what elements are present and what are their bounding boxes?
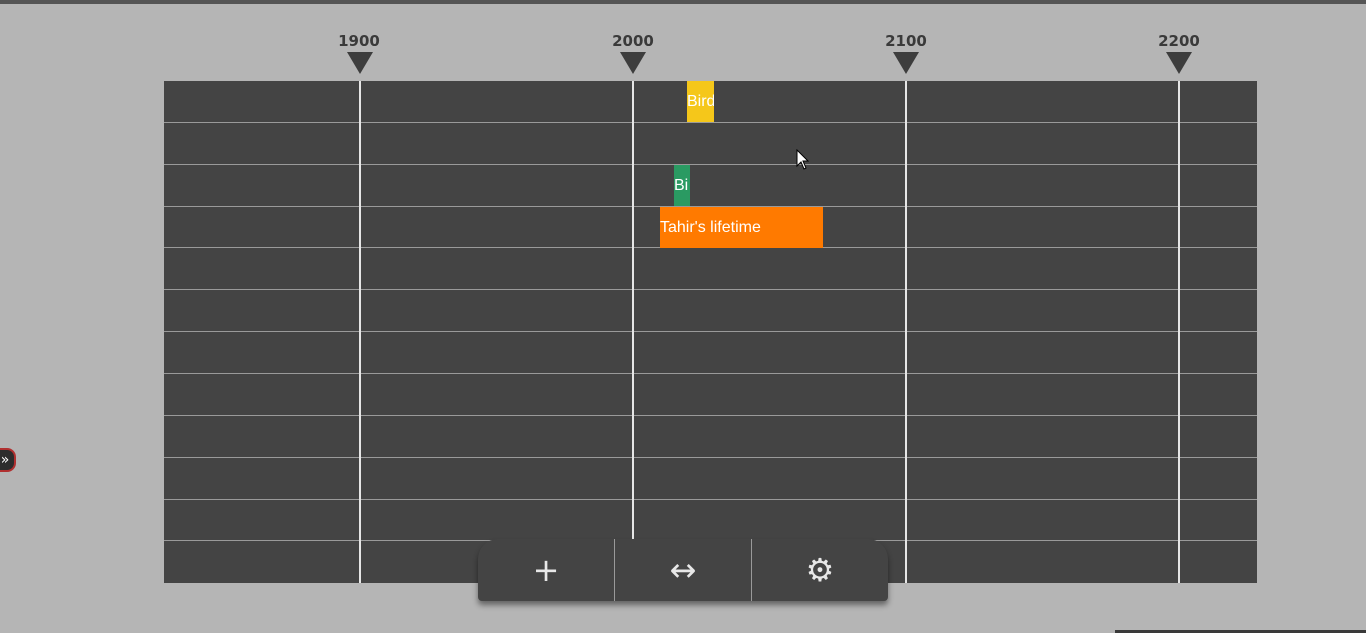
horizontal-arrows-icon: ↔ — [669, 551, 697, 589]
event-bi[interactable]: Bi — [674, 165, 690, 206]
settings-button[interactable]: ⚙ — [752, 539, 888, 601]
axis-label-2100: 2100 — [885, 32, 927, 50]
event-label: Tahir's lifetime — [660, 219, 761, 236]
year-line-2000 — [632, 81, 634, 583]
row-divider — [164, 499, 1257, 500]
row-divider — [164, 331, 1257, 332]
gear-icon: ⚙ — [805, 551, 835, 589]
double-chevron-right-icon: » — [0, 452, 10, 468]
axis-label-2200: 2200 — [1158, 32, 1200, 50]
row-divider — [164, 122, 1257, 123]
event-bird[interactable]: Bird — [687, 81, 714, 122]
timeline-grid[interactable]: Bird Bi Tahir's lifetime — [164, 81, 1257, 583]
mouse-cursor-icon — [796, 149, 810, 170]
event-label: Bi — [674, 177, 689, 194]
axis-marker-2100 — [893, 52, 919, 74]
axis-marker-2200 — [1166, 52, 1192, 74]
row-divider — [164, 164, 1257, 165]
year-line-2100 — [905, 81, 907, 583]
row-divider — [164, 373, 1257, 374]
sidebar-toggle-button[interactable]: » — [0, 448, 16, 472]
bottom-toolbar: + ↔ ⚙ — [478, 539, 888, 601]
row-divider — [164, 206, 1257, 207]
scale-button[interactable]: ↔ — [615, 539, 752, 601]
axis-marker-2000 — [620, 52, 646, 74]
event-label: Bird — [687, 93, 714, 110]
bottom-border — [1115, 630, 1366, 633]
axis-label-2000: 2000 — [612, 32, 654, 50]
row-divider — [164, 415, 1257, 416]
year-line-1900 — [359, 81, 361, 583]
plus-icon: + — [532, 551, 560, 589]
event-tahirs-lifetime[interactable]: Tahir's lifetime — [660, 207, 823, 248]
window-top-border — [0, 0, 1366, 4]
row-divider — [164, 457, 1257, 458]
axis-label-1900: 1900 — [338, 32, 380, 50]
axis-marker-1900 — [347, 52, 373, 74]
row-divider — [164, 289, 1257, 290]
add-event-button[interactable]: + — [478, 539, 615, 601]
year-line-2200 — [1178, 81, 1180, 583]
